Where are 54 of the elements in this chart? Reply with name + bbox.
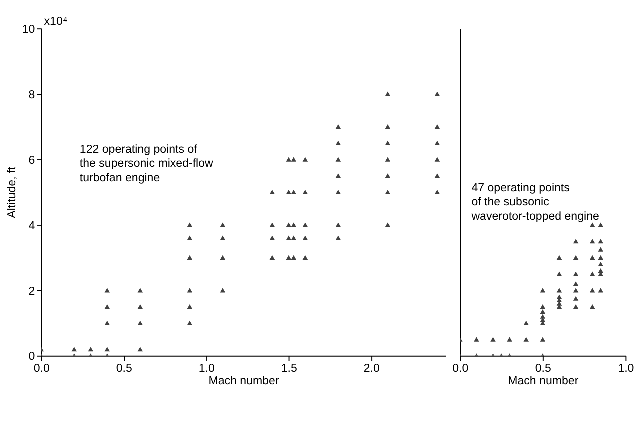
point xyxy=(590,239,596,244)
x-axis-title: Mach number xyxy=(208,375,280,388)
text: x10⁴ xyxy=(44,16,68,28)
point xyxy=(524,320,530,326)
point xyxy=(556,255,562,260)
x-tick-label: 0.0 xyxy=(452,362,469,375)
point xyxy=(590,304,596,310)
point xyxy=(524,337,530,342)
point xyxy=(556,294,562,300)
point xyxy=(598,268,604,274)
point xyxy=(598,288,604,293)
x-tick-label: 1.0 xyxy=(618,362,634,375)
point xyxy=(573,239,579,244)
point xyxy=(540,314,546,319)
point xyxy=(598,239,604,244)
point xyxy=(507,337,512,342)
point xyxy=(590,222,596,228)
point xyxy=(540,288,546,293)
point xyxy=(556,288,562,293)
x-tick-label: 0.0 xyxy=(34,362,50,375)
y-tick-label: 4 xyxy=(28,220,36,232)
point xyxy=(590,255,596,260)
x-axis-title: Mach number xyxy=(508,375,579,388)
point xyxy=(540,309,546,314)
annotation: 47 operating points of the subsonic waverotor-topped engine xyxy=(470,182,600,224)
y-tick-label: 8 xyxy=(28,89,36,102)
x-tick-label: 0.5 xyxy=(535,362,552,375)
y-tick-label: 6 xyxy=(28,154,36,167)
point xyxy=(490,337,496,342)
point xyxy=(573,282,579,286)
x-tick-label: 0.5 xyxy=(116,362,132,375)
point xyxy=(573,255,579,260)
point xyxy=(598,247,604,252)
point xyxy=(598,255,604,260)
point xyxy=(474,337,480,342)
y-tick-label: 2 xyxy=(28,286,36,298)
point xyxy=(540,304,546,310)
point xyxy=(573,304,579,310)
point xyxy=(598,222,604,228)
point xyxy=(573,272,579,276)
annotation: 122 operating points of the supersonic mixed-flow turbofan engine xyxy=(80,144,214,185)
point xyxy=(573,296,579,301)
x-tick-label: 2.0 xyxy=(364,362,380,375)
point xyxy=(573,288,579,293)
y-tick-label: 10 xyxy=(22,24,36,36)
point xyxy=(598,262,604,267)
point xyxy=(556,272,562,276)
y-tick-label: 0 xyxy=(28,351,36,364)
y-axis-title: Altitude, ft xyxy=(6,166,19,218)
point xyxy=(590,288,596,293)
x-tick-label: 1.5 xyxy=(281,362,298,375)
x-tick-label: 1.0 xyxy=(198,362,215,375)
point xyxy=(590,272,596,276)
point xyxy=(540,337,546,342)
